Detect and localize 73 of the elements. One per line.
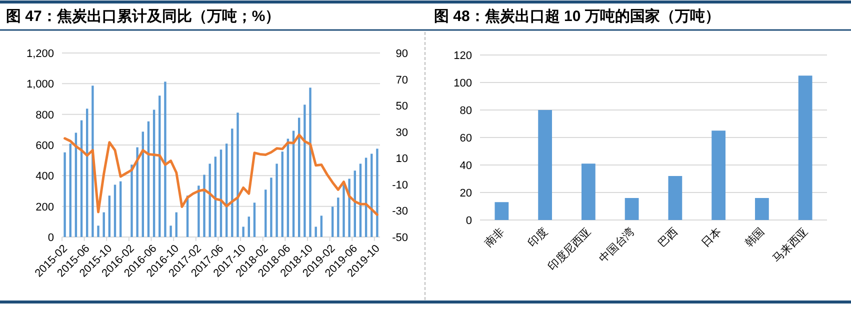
bar [264,190,267,237]
y-tick-label: 200 [36,201,54,214]
y-tick-label: 40 [460,160,472,172]
y2-tick-label: -50 [392,232,408,244]
bar [314,226,317,237]
y-tick-label: 0 [466,215,472,227]
bar [624,198,639,220]
bar [281,152,284,237]
y2-tick-label: 10 [396,153,408,166]
bar [320,216,323,237]
bar [754,198,769,220]
y2-tick-label: 70 [396,74,408,86]
bar [242,226,244,237]
y-tick-label: 20 [460,188,472,200]
y-tick-label: 60 [460,132,472,144]
y-tick-label: 1,000 [26,78,54,91]
bar [304,104,306,237]
bar [712,130,726,220]
bar [309,88,312,237]
bar [337,198,340,237]
bar [231,128,234,237]
bar [108,196,111,237]
bar [170,226,172,237]
bar [198,186,200,237]
bar [119,181,122,237]
x-tick-label: 印度 [525,224,550,250]
y2-tick-label: -30 [392,206,408,218]
y-tick-label: 800 [36,109,54,122]
y2-tick-label: 50 [396,100,408,113]
y-tick-label: 120 [454,50,472,62]
bar [114,184,116,237]
bar [97,226,100,237]
bar [581,164,596,220]
bar [175,212,178,237]
bar [270,178,272,237]
y-tick-label: 100 [454,78,472,90]
bar [102,212,105,237]
bar [331,206,334,237]
bar [136,147,138,237]
x-tick-label: 南非 [482,224,507,250]
bar [538,110,552,220]
y-tick-label: 600 [36,140,54,152]
y2-tick-label: -10 [392,179,408,192]
bar [668,176,682,220]
bar [276,164,278,237]
bar [130,164,133,237]
bar [69,144,72,237]
y2-tick-label: 30 [396,126,408,139]
bar [376,148,378,237]
y-tick-label: 1,200 [26,48,54,60]
y-tick-label: 400 [36,170,54,183]
bar [348,178,350,237]
bar [798,76,812,220]
y-tick-label: 0 [48,232,54,244]
chart-title: 图 48：焦炭出口超 10 万吨的国家（万吨） [434,7,720,25]
x-tick-label: 巴西 [656,226,680,250]
chart-title: 图 47：焦炭出口累计及同比（万吨；%） [6,8,280,25]
y-tick-label: 80 [460,105,472,117]
x-tick-label: 马来西亚 [770,224,810,266]
bar [253,202,256,237]
y2-tick-label: 90 [396,48,408,60]
line-series [64,134,378,216]
bar [494,202,509,220]
x-tick-label: 日本 [698,224,724,250]
bar [342,184,345,237]
x-tick-label: 中国台湾 [596,224,637,266]
bar [236,112,239,237]
bar [248,216,250,237]
x-tick-label: 韩国 [742,224,768,250]
bar [64,152,66,237]
bar [203,174,206,237]
bar [164,82,166,237]
bar [208,164,211,237]
